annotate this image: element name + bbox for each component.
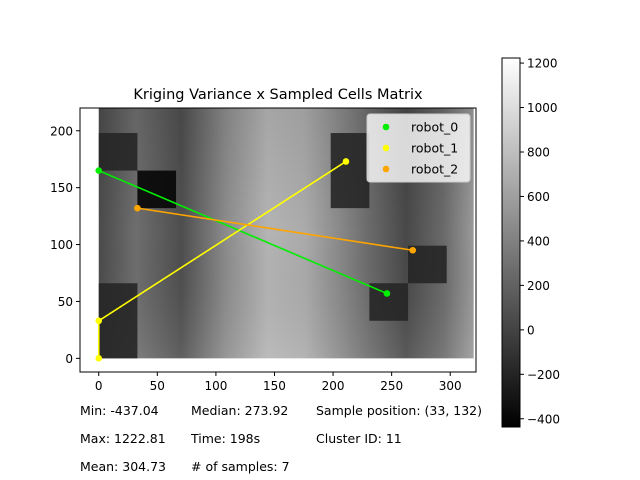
- chart-title: Kriging Variance x Sampled Cells Matrix: [133, 87, 423, 103]
- stat-max: Max: 1222.81: [80, 431, 166, 446]
- stat-time: Time: 198s: [191, 431, 261, 446]
- plot-frame: [79, 107, 477, 373]
- y-tick-label-50: 50: [58, 295, 73, 309]
- robot-paths: [95, 158, 417, 362]
- legend-box: [366, 113, 471, 183]
- legend: robot_0 robot_1 robot_2: [366, 113, 471, 183]
- series-point-robot_1-0: [342, 158, 350, 165]
- stat-min: Min: -437.04: [80, 403, 159, 418]
- stat-median: Median: 273.92: [191, 403, 289, 418]
- series-line-robot_2: [137, 207, 413, 252]
- heatmap-field: [98, 108, 474, 359]
- plot-axes: 0 50 100 150 200 250 300 0 50 100 150 200: [50, 107, 477, 393]
- series-point-robot_1-1: [95, 317, 103, 325]
- colorbar-tick-label--400: −400: [527, 412, 560, 426]
- colorbar-tick-label-800: 800: [527, 145, 550, 159]
- series-point-robot_2-1: [409, 246, 417, 254]
- x-tick-label-100: 100: [204, 379, 227, 393]
- colorbar-tick-label-0: 0: [527, 323, 535, 337]
- y-tick-label-0: 0: [65, 352, 73, 366]
- legend-marker-robot_2: [382, 165, 390, 173]
- colorbar-tick-label-1000: 1000: [527, 101, 558, 115]
- y-tick-label-100: 100: [50, 238, 73, 252]
- legend-label-robot_0: robot_0: [411, 120, 458, 135]
- series-point-robot_0-0: [95, 167, 103, 174]
- legend-label-robot_2: robot_2: [411, 162, 458, 177]
- colorbar-tick-label-400: 400: [527, 234, 550, 248]
- colorbar-tick-label-200: 200: [527, 279, 550, 293]
- x-tick-label-0: 0: [95, 379, 103, 393]
- stat-cluster-id: Cluster ID: 11: [316, 431, 402, 446]
- colorbar: −400 −200 0 200 400 600 800 1000 1200: [501, 57, 560, 428]
- x-tick-label-50: 50: [150, 379, 165, 393]
- x-tick-label-250: 250: [380, 379, 403, 393]
- legend-marker-robot_1: [382, 144, 390, 152]
- series-point-robot_2-0: [134, 204, 141, 212]
- legend-label-robot_1: robot_1: [411, 141, 458, 156]
- colorbar-tick-label-600: 600: [527, 190, 550, 204]
- y-tick-label-150: 150: [50, 181, 73, 195]
- x-tick-label-150: 150: [263, 379, 286, 393]
- sampled-cell-2: [98, 283, 138, 359]
- y-tick-label-200: 200: [50, 124, 73, 138]
- colorbar-scale: [501, 57, 521, 428]
- colorbar-tick-label--200: −200: [527, 368, 560, 382]
- stat-sample-position: Sample position: (33, 132): [316, 403, 483, 418]
- series-point-robot_1-2: [95, 355, 103, 362]
- x-tick-label-300: 300: [439, 379, 462, 393]
- x-tick-label-200: 200: [322, 379, 345, 393]
- sampled-cell-3: [330, 133, 370, 209]
- stat-mean: Mean: 304.73: [80, 459, 166, 474]
- sampled-cell-0: [98, 133, 138, 171]
- series-point-robot_0-1: [383, 290, 391, 297]
- stat-num-samples: # of samples: 7: [191, 459, 290, 474]
- series-line-robot_0: [98, 169, 388, 295]
- legend-marker-robot_0: [382, 123, 390, 131]
- colorbar-tick-label-1200: 1200: [527, 57, 558, 71]
